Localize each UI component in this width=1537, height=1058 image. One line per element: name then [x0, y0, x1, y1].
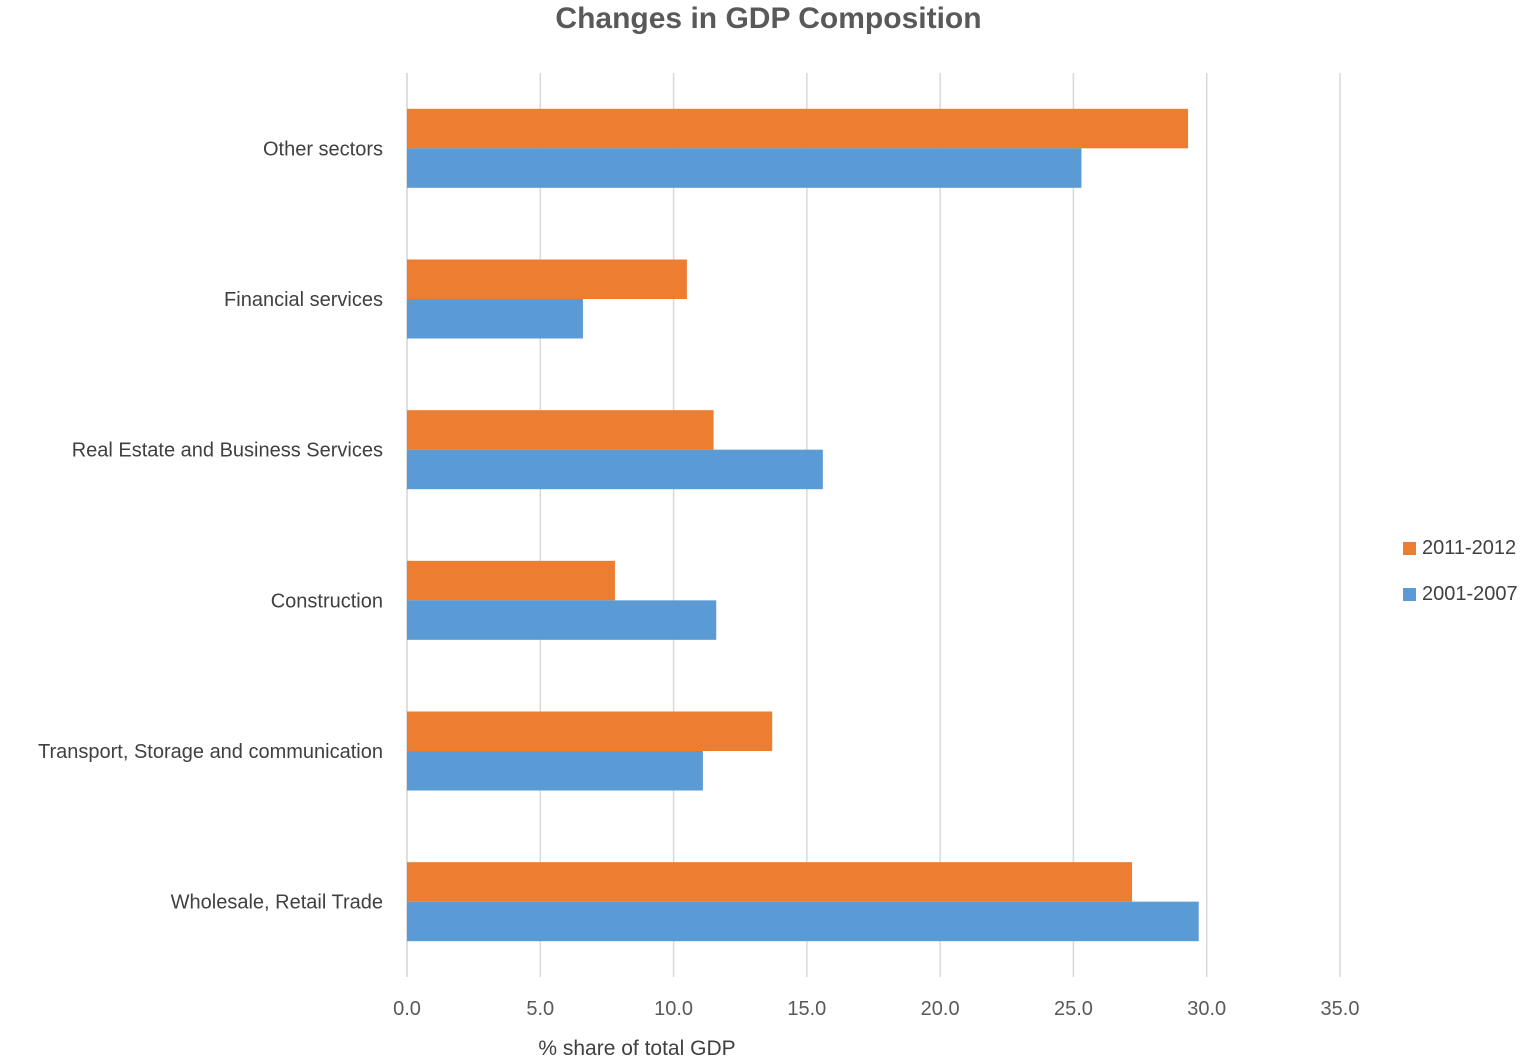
- bar-2011-2012-5: [407, 862, 1133, 902]
- legend-label: 2001-2007: [1422, 582, 1518, 605]
- x-axis-title: % share of total GDP: [538, 1037, 735, 1058]
- x-tick-label: 35.0: [1321, 998, 1360, 1020]
- category-label: Construction: [271, 590, 383, 612]
- bars: [407, 108, 1199, 942]
- legend-label: 2011-2012: [1422, 536, 1517, 559]
- x-tick-label: 0.0: [393, 998, 421, 1020]
- x-tick-label: 10.0: [654, 998, 693, 1020]
- bar-2001-2007-4: [407, 751, 703, 791]
- legend-swatch: [1403, 541, 1416, 555]
- x-tick-label: 15.0: [787, 998, 826, 1020]
- category-label: Transport, Storage and communication: [38, 741, 383, 763]
- bar-2001-2007-3: [407, 600, 717, 640]
- bar-2011-2012-4: [407, 711, 773, 751]
- bar-2011-2012-0: [407, 108, 1189, 149]
- x-tick-label: 5.0: [526, 998, 554, 1020]
- bar-2001-2007-0: [407, 148, 1082, 188]
- x-tick-label: 30.0: [1187, 998, 1226, 1020]
- gridlines: [406, 73, 1341, 977]
- bar-2001-2007-1: [407, 299, 583, 339]
- legend-item: 2011-2012: [1403, 536, 1518, 560]
- bar-2001-2007-2: [407, 449, 823, 490]
- category-label: Other sectors: [263, 138, 383, 160]
- category-labels: Other sectors Financial services Real Esta…: [38, 138, 383, 913]
- x-tick-labels: 0.0 5.0 10.0 15.0 20.0 25.0 30.0 35.0: [393, 998, 1359, 1020]
- legend-swatch: [1403, 587, 1416, 601]
- legend-item: 2001-2007: [1403, 582, 1518, 606]
- x-tick-label: 20.0: [921, 998, 960, 1020]
- category-label: Real Estate and Business Services: [72, 440, 383, 462]
- bar-2011-2012-2: [407, 410, 714, 450]
- category-label: Financial services: [224, 289, 383, 311]
- x-tick-label: 25.0: [1054, 998, 1093, 1020]
- bar-2001-2007-5: [407, 901, 1199, 942]
- chart-title: Changes in GDP Composition: [555, 2, 982, 35]
- bar-2011-2012-1: [407, 259, 687, 299]
- legend: 2011-2012 2001-2007: [1403, 536, 1518, 628]
- bar-2011-2012-3: [407, 560, 615, 601]
- category-label: Wholesale, Retail Trade: [171, 892, 383, 914]
